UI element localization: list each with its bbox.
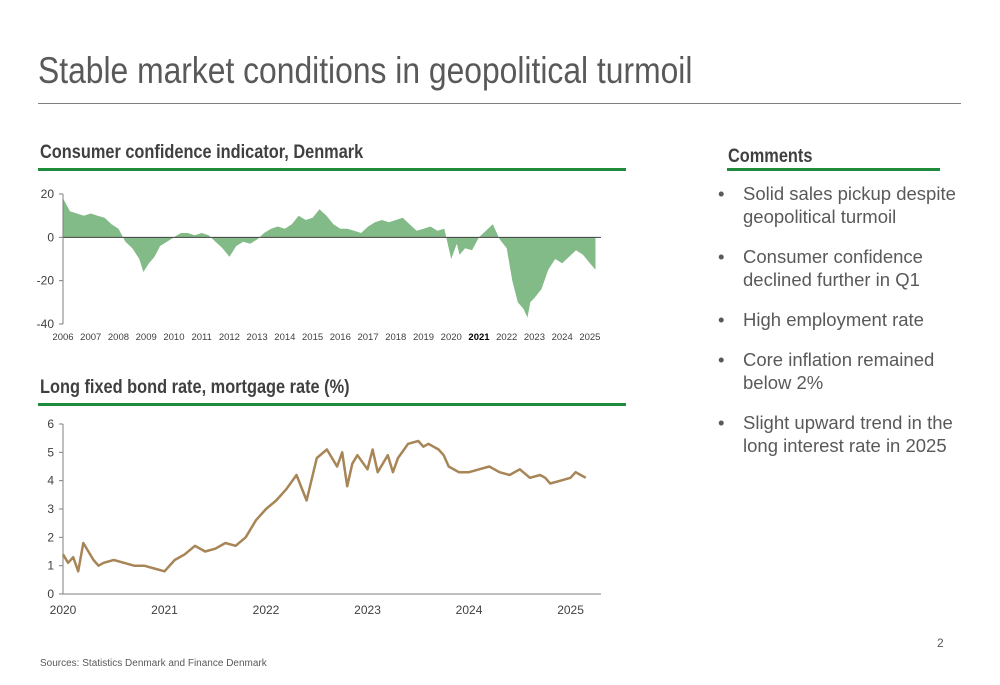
comments-heading: Comments <box>728 146 813 167</box>
y-tick-label: 6 <box>47 417 54 431</box>
x-tick-label: 2024 <box>456 603 483 617</box>
x-tick-label: 2022 <box>253 603 280 617</box>
y-tick-label: -20 <box>37 274 55 288</box>
sources-note: Sources: Statistics Denmark and Finance … <box>40 658 267 669</box>
y-tick-label: 2 <box>47 530 54 544</box>
x-tick-label: 2025 <box>557 603 584 617</box>
bullet-icon: • <box>718 412 725 433</box>
x-tick-label: 2006 <box>52 332 73 343</box>
x-tick-label: 2024 <box>552 332 573 343</box>
comment-item: • Core inflation remained below 2% <box>718 348 958 394</box>
comment-text: Solid sales pickup despite geopolitical … <box>743 183 956 227</box>
x-tick-label: 2007 <box>80 332 101 343</box>
x-tick-label: 2018 <box>385 332 406 343</box>
x-tick-label: 2009 <box>136 332 157 343</box>
y-tick-label: 5 <box>47 445 54 459</box>
x-tick-label: 2023 <box>524 332 545 343</box>
chart2-title-rule <box>38 403 626 406</box>
comment-item: • Consumer confidence declined further in… <box>718 245 958 291</box>
title-divider <box>38 103 961 104</box>
x-tick-label: 2016 <box>330 332 351 343</box>
confidence-area <box>63 198 596 318</box>
bullet-icon: • <box>718 246 725 267</box>
comment-text: Core inflation remained below 2% <box>743 349 935 393</box>
y-tick-label: 0 <box>47 587 54 601</box>
x-tick-label: 2020 <box>441 332 462 343</box>
comment-item: • High employment rate <box>718 308 958 331</box>
comment-text: Consumer confidence declined further in … <box>743 246 923 290</box>
x-tick-label: 2021 <box>151 603 178 617</box>
page-number: 2 <box>937 636 944 650</box>
x-tick-label: 2023 <box>354 603 381 617</box>
x-tick-label: 2025 <box>579 332 600 343</box>
chart2-title: Long fixed bond rate, mortgage rate (%) <box>40 377 350 398</box>
chart1-title-rule <box>38 168 626 171</box>
mortgage-rate-line <box>61 439 587 573</box>
mortgage-rate-chart: 0 1 2 3 4 5 6 2020 2021 2022 2023 2024 2025 <box>47 417 601 617</box>
y-tick-label: 0 <box>47 230 54 244</box>
x-tick-label: 2010 <box>163 332 184 343</box>
y-tick-label: -40 <box>37 317 55 331</box>
x-tick-label: 2008 <box>108 332 129 343</box>
x-tick-label: 2013 <box>247 332 268 343</box>
x-tick-label: 2012 <box>219 332 240 343</box>
slide-title: Stable market conditions in geopolitical… <box>38 50 693 91</box>
x-tick-label: 2020 <box>50 603 77 617</box>
x-tick-label: 2014 <box>274 332 295 343</box>
y-tick-label: 4 <box>47 474 54 488</box>
x-tick-label: 2015 <box>302 332 323 343</box>
y-tick-label: 1 <box>47 559 54 573</box>
chart1-title: Consumer confidence indicator, Denmark <box>40 142 364 163</box>
x-tick-label: 2017 <box>357 332 378 343</box>
comment-text: Slight upward trend in the long interest… <box>743 412 953 456</box>
comments-list: • Solid sales pickup despite geopolitical… <box>718 182 958 474</box>
y-tick-label: 3 <box>47 502 54 516</box>
comment-item: • Solid sales pickup despite geopolitical… <box>718 182 958 228</box>
x-tick-label: 2022 <box>496 332 517 343</box>
x-tick-label: 2021 <box>468 332 490 343</box>
x-tick-label: 2019 <box>413 332 434 343</box>
y-tick-label: 20 <box>41 187 55 201</box>
bullet-icon: • <box>718 183 725 204</box>
bullet-icon: • <box>718 349 725 370</box>
bullet-icon: • <box>718 309 725 330</box>
x-tick-label: 2011 <box>191 332 211 343</box>
comment-item: • Slight upward trend in the long interes… <box>718 411 958 457</box>
comment-text: High employment rate <box>743 309 924 330</box>
comments-heading-rule <box>727 168 940 171</box>
